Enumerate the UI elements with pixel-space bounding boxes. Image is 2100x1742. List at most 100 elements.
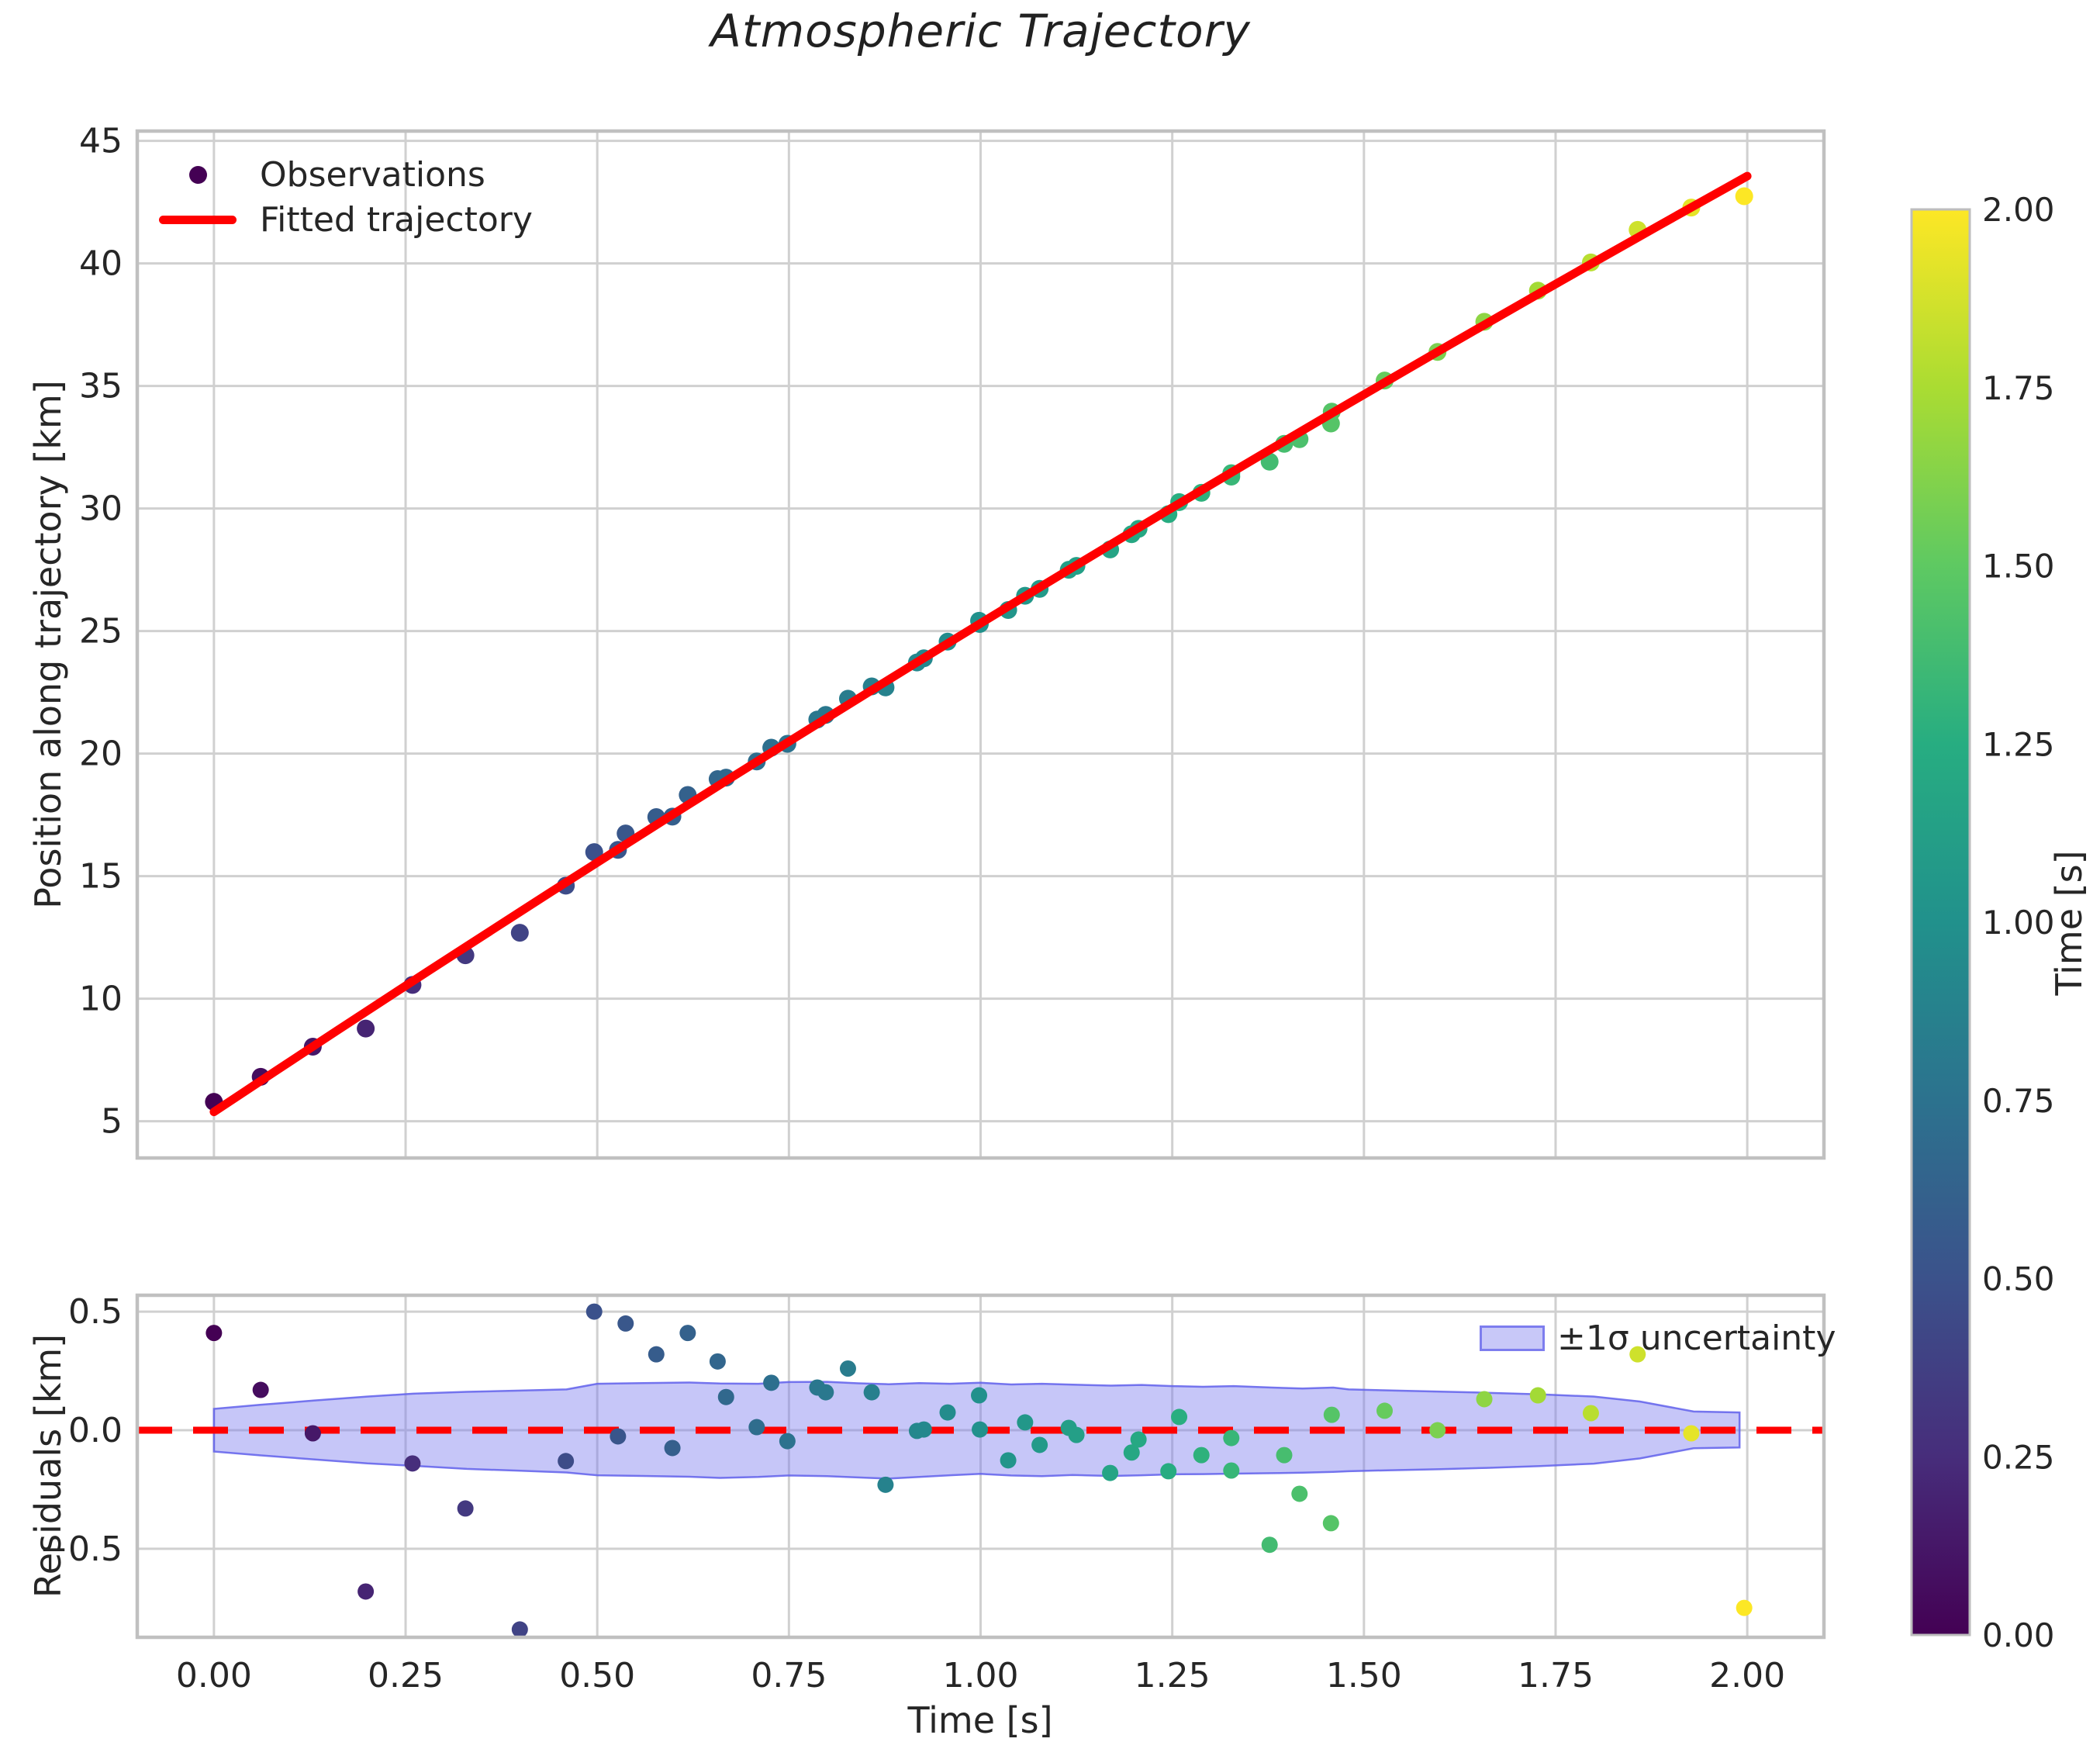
residual-point (1322, 1515, 1339, 1532)
residual-point (1102, 1464, 1119, 1481)
residual-point (357, 1583, 375, 1600)
residual-point (779, 1433, 796, 1450)
residual-point (1223, 1462, 1240, 1479)
svg-text:20: 20 (79, 734, 123, 774)
residual-point (1529, 1387, 1546, 1404)
residual-point (252, 1381, 269, 1398)
gridlines (137, 131, 1824, 1158)
svg-text:0.00: 0.00 (176, 1656, 252, 1695)
residual-point (709, 1353, 726, 1370)
svg-text:1.25: 1.25 (1982, 725, 2055, 763)
residual-point (1160, 1463, 1177, 1480)
residual-point (817, 1384, 834, 1401)
svg-text:1.50: 1.50 (1326, 1656, 1402, 1695)
residual-point (304, 1425, 321, 1442)
legend-band-label: ±1σ uncertainty (1557, 1319, 1836, 1358)
residual-point (1017, 1414, 1034, 1431)
residual-point (1130, 1431, 1147, 1448)
residual-point (1223, 1429, 1240, 1446)
residual-point (1736, 1599, 1753, 1616)
residual-point (1291, 1485, 1308, 1502)
residual-point (1031, 1436, 1048, 1453)
main-y-axis-label: Position along trajectory [km] (27, 380, 69, 909)
residual-point (1429, 1422, 1446, 1439)
svg-text:2.00: 2.00 (1982, 191, 2055, 229)
axes-spines (135, 129, 1826, 1160)
svg-text:0.25: 0.25 (368, 1656, 444, 1695)
residual-point (617, 1315, 634, 1332)
svg-text:1.00: 1.00 (1982, 904, 2055, 942)
residual-point (971, 1387, 988, 1404)
svg-text:10: 10 (79, 980, 123, 1019)
svg-text:0.0: 0.0 (68, 1411, 123, 1450)
svg-text:15: 15 (79, 857, 123, 897)
svg-text:1.50: 1.50 (1982, 548, 2055, 586)
residual-point (1171, 1408, 1188, 1426)
svg-text:0.50: 0.50 (559, 1656, 635, 1695)
residual-point (717, 1388, 734, 1405)
residual-point (1376, 1402, 1394, 1419)
legend-fitted-label: Fitted trajectory (260, 199, 533, 240)
svg-text:2.00: 2.00 (1709, 1656, 1785, 1695)
x-axis-label: Time [s] (907, 1699, 1053, 1741)
observation-point (1735, 187, 1753, 206)
svg-text:35: 35 (79, 367, 123, 406)
residual-point (877, 1476, 894, 1493)
residual-point (1261, 1536, 1278, 1554)
residual-point (1683, 1425, 1700, 1442)
svg-text:0.00: 0.00 (1982, 1616, 2055, 1654)
residual-point (1276, 1446, 1293, 1464)
residual-point (1323, 1406, 1340, 1423)
observations-marker-icon (188, 165, 207, 184)
residual-point (939, 1404, 956, 1421)
residual-point (1476, 1391, 1493, 1408)
residual-point (839, 1360, 856, 1377)
legend-observations-label: Observations (260, 154, 485, 195)
svg-text:45: 45 (79, 122, 123, 161)
residual-point (558, 1453, 575, 1470)
observations-series (205, 187, 1753, 1111)
observation-point (510, 924, 529, 942)
legend-item-fitted: Fitted trajectory (159, 197, 533, 242)
colorbar-label: Time [s] (2048, 850, 2090, 996)
residual-point (664, 1440, 681, 1457)
residual-point (585, 1303, 603, 1320)
residual-point (1068, 1426, 1085, 1443)
main-legend: Observations Fitted trajectory (159, 152, 533, 242)
residual-y-axis-label: Residuals [km] (27, 1333, 69, 1599)
legend-item-observations: Observations (159, 152, 533, 197)
axes-spines (135, 1293, 1826, 1640)
svg-text:−0.5: −0.5 (40, 1529, 123, 1569)
svg-text:1.75: 1.75 (1982, 369, 2055, 407)
fitted-trajectory-line (209, 171, 1752, 1117)
residual-point (610, 1428, 627, 1445)
residual-point (748, 1419, 765, 1436)
residual-point (1582, 1405, 1599, 1422)
residual-point (648, 1346, 665, 1363)
observation-point (357, 1019, 375, 1038)
residual-point (679, 1325, 696, 1342)
residual-point (206, 1325, 223, 1342)
residual-legend: ±1σ uncertainty (1480, 1319, 1836, 1358)
residual-point (763, 1374, 780, 1391)
chart-title: Atmospheric Trajectory (710, 5, 1251, 57)
svg-text:0.75: 0.75 (1982, 1082, 2055, 1120)
svg-text:0.25: 0.25 (1982, 1438, 2055, 1476)
residual-point (863, 1384, 880, 1401)
residual-point (1000, 1452, 1017, 1469)
uncertainty-band-swatch-icon (1480, 1326, 1545, 1351)
residual-point (915, 1421, 932, 1438)
residual-series (206, 1303, 1753, 1638)
svg-text:5: 5 (101, 1102, 123, 1142)
svg-text:0.50: 0.50 (1982, 1260, 2055, 1298)
svg-text:1.00: 1.00 (943, 1656, 1019, 1695)
svg-text:1.75: 1.75 (1518, 1656, 1594, 1695)
svg-text:0.75: 0.75 (751, 1656, 827, 1695)
fitted-line-icon (159, 215, 237, 224)
svg-text:30: 30 (79, 489, 123, 529)
residual-point (1123, 1444, 1140, 1461)
residual-point (457, 1500, 474, 1517)
residual-point (511, 1621, 528, 1638)
